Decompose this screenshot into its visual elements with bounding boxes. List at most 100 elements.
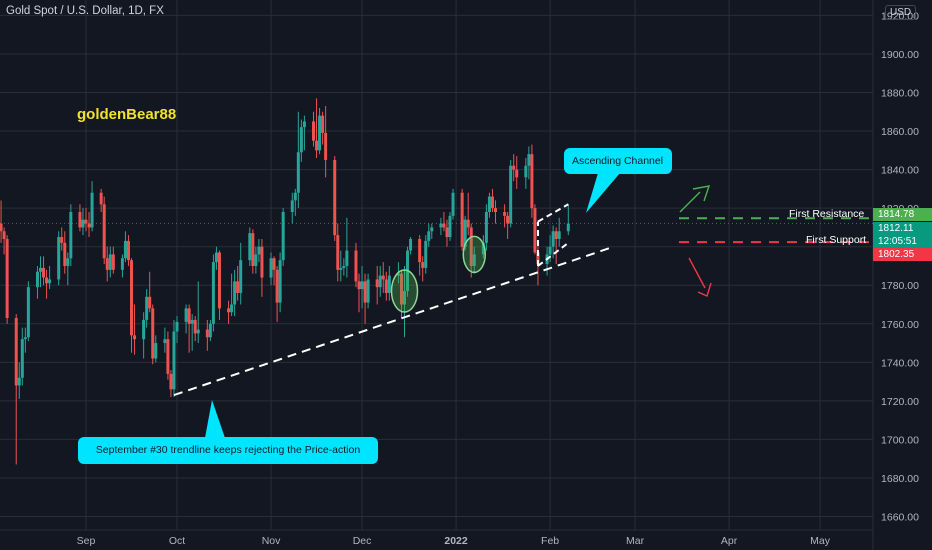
- candle-body: [151, 308, 155, 359]
- candle-body: [63, 242, 67, 266]
- x-tick-label: Oct: [169, 535, 185, 547]
- x-tick-label: 2022: [444, 535, 468, 547]
- candle-body: [527, 154, 531, 166]
- candle-body: [481, 242, 485, 255]
- candle-body: [123, 240, 127, 259]
- candle-body: [315, 140, 319, 151]
- september-trendline: [173, 245, 615, 397]
- ascending-channel-callout[interactable]: Ascending Channel: [564, 148, 672, 174]
- candle-body: [336, 235, 340, 270]
- candle-body: [145, 296, 149, 320]
- candle-body: [302, 121, 306, 128]
- last-price-value: 1812.11: [878, 223, 914, 234]
- candle-body: [148, 296, 152, 309]
- candle-body: [35, 271, 39, 288]
- y-tick-label: 1900.00: [881, 49, 919, 61]
- candle-body: [460, 192, 464, 247]
- candle-body: [169, 373, 173, 390]
- symbol-title[interactable]: Gold Spot / U.S. Dollar, 1D, FX: [6, 5, 164, 17]
- candle-body: [2, 231, 6, 239]
- touch-highlight-ellipse: [390, 269, 419, 313]
- candle-body: [293, 192, 297, 201]
- candle-body: [60, 237, 64, 243]
- candle-body: [175, 321, 179, 332]
- candle-body: [533, 208, 537, 253]
- candle-body: [81, 219, 85, 228]
- candle-body: [57, 237, 61, 280]
- candle-body: [484, 212, 488, 243]
- candle-body: [102, 204, 106, 259]
- candle-body: [163, 339, 167, 344]
- candle-body: [439, 223, 443, 228]
- candle-body: [130, 260, 133, 336]
- trendline-callout-pointer: [205, 400, 225, 438]
- x-tick-label: Feb: [541, 535, 559, 547]
- candle-body: [515, 169, 519, 178]
- x-tick-label: Dec: [353, 535, 372, 547]
- candle-body: [466, 219, 470, 228]
- candle-body: [290, 200, 294, 212]
- candle-body: [554, 231, 558, 239]
- candle-body: [399, 273, 403, 305]
- candle-body: [111, 254, 115, 270]
- candle-body: [0, 223, 3, 232]
- candle-body: [421, 262, 425, 268]
- candle-body: [503, 212, 507, 216]
- candle-body: [84, 219, 88, 224]
- candle-body: [548, 246, 552, 255]
- candle-body: [105, 258, 109, 270]
- candle-body: [490, 196, 494, 209]
- candle-body: [236, 281, 240, 293]
- candle-body: [487, 196, 491, 212]
- candle-body: [281, 212, 285, 261]
- candle-body: [469, 227, 473, 266]
- down-arrow-head: [697, 282, 712, 297]
- candle-body: [26, 287, 30, 338]
- author-watermark: goldenBear88: [77, 106, 177, 123]
- candle-body: [133, 335, 137, 340]
- candle-body: [66, 258, 70, 266]
- candle-body: [339, 267, 343, 270]
- candle-body: [275, 269, 279, 303]
- candle-body: [494, 208, 497, 212]
- candle-body: [524, 165, 528, 178]
- candle-body: [566, 223, 570, 232]
- y-tick-label: 1720.00: [881, 396, 919, 408]
- candle-body: [506, 215, 510, 224]
- candle-body: [166, 339, 170, 374]
- candle-body: [272, 258, 276, 270]
- x-tick-label: Mar: [626, 535, 645, 547]
- up-arrow-head: [692, 185, 711, 202]
- channel-upper-line: [537, 203, 569, 223]
- candle-body: [193, 319, 197, 334]
- currency-badge[interactable]: USD: [885, 5, 917, 20]
- trendline-callout[interactable]: September #30 trendline keeps rejecting …: [78, 437, 378, 464]
- y-tick-label: 1840.00: [881, 165, 919, 177]
- candle-body: [551, 231, 555, 247]
- x-tick-label: Apr: [721, 535, 738, 547]
- candle-body: [211, 262, 215, 324]
- candle-body: [451, 192, 455, 216]
- candle-body: [154, 343, 158, 359]
- candle-body: [409, 238, 413, 251]
- candle-body: [445, 227, 449, 238]
- candle-body: [378, 275, 382, 288]
- y-tick-label: 1700.00: [881, 434, 919, 446]
- candle-body: [557, 231, 561, 239]
- down-arrow-shaft: [688, 257, 706, 289]
- candle-body: [227, 308, 231, 313]
- channel-callout-pointer: [586, 173, 620, 213]
- y-tick-label: 1880.00: [881, 88, 919, 100]
- candle-body: [363, 281, 367, 303]
- first-resistance-label: First Resistance: [789, 208, 865, 220]
- x-tick-label: Nov: [262, 535, 281, 547]
- candle-body: [396, 273, 400, 276]
- y-tick-label: 1760.00: [881, 319, 919, 331]
- candle-body: [384, 279, 388, 293]
- up-arrow-shaft: [679, 191, 701, 213]
- candle-body: [39, 267, 42, 272]
- candle-body: [299, 127, 303, 153]
- candle-body: [90, 192, 94, 228]
- candle-body: [5, 238, 9, 318]
